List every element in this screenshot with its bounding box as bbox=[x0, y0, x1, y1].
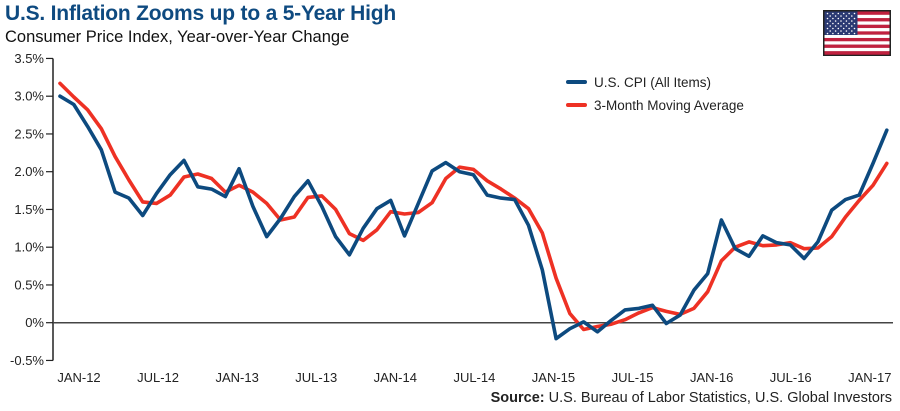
flag-star bbox=[826, 32, 829, 35]
flag-star bbox=[840, 15, 842, 17]
x-tick-label: JAN-14 bbox=[374, 370, 417, 385]
flag-star bbox=[837, 27, 840, 30]
series-line-moving-average bbox=[58, 81, 889, 332]
flag-star bbox=[834, 25, 837, 27]
flag-star bbox=[848, 12, 850, 15]
flag-star bbox=[851, 30, 853, 32]
flag-star bbox=[832, 27, 834, 30]
flag-star bbox=[826, 17, 829, 20]
chart-title: U.S. Inflation Zooms up to a 5-Year High bbox=[5, 2, 397, 25]
flag-star bbox=[834, 20, 837, 22]
flag-star bbox=[848, 17, 850, 20]
flag-star bbox=[829, 30, 831, 32]
x-tick-label: JUL-15 bbox=[612, 370, 654, 385]
flag-star bbox=[840, 30, 842, 32]
x-tick-label: JAN-15 bbox=[532, 370, 575, 385]
flag-star bbox=[829, 25, 831, 27]
flag-star bbox=[832, 32, 834, 35]
flag-star bbox=[829, 20, 831, 22]
x-tick-label: JUL-14 bbox=[453, 370, 495, 385]
flag-stripe bbox=[824, 37, 890, 42]
flag-stripe bbox=[824, 41, 890, 45]
us-flag-icon bbox=[823, 10, 891, 56]
flag-star bbox=[840, 20, 842, 22]
flag-star bbox=[842, 22, 845, 25]
source-label: Source: bbox=[490, 390, 545, 406]
flag-star bbox=[853, 17, 856, 20]
y-tick-label: 0.5% bbox=[14, 277, 44, 292]
flag-stripe bbox=[824, 34, 890, 39]
flag-star bbox=[851, 20, 853, 22]
x-tick-label: JAN-16 bbox=[690, 370, 733, 385]
x-tick-label: JUL-12 bbox=[137, 370, 179, 385]
flag-stripe bbox=[824, 47, 890, 52]
flag-star bbox=[837, 12, 840, 15]
flag-star bbox=[845, 25, 848, 27]
flag-star bbox=[845, 15, 848, 17]
flag-star bbox=[845, 20, 848, 22]
y-tick-label: 0% bbox=[25, 315, 44, 330]
flag-star bbox=[834, 30, 837, 32]
y-tick-label: 1.5% bbox=[14, 202, 44, 217]
flag-star bbox=[853, 32, 856, 35]
y-tick-label: 2.5% bbox=[14, 126, 44, 141]
y-tick-label: 2.0% bbox=[14, 164, 44, 179]
flag-star bbox=[837, 22, 840, 25]
legend-label: 3-Month Moving Average bbox=[594, 98, 744, 113]
legend-label: U.S. CPI (All Items) bbox=[594, 75, 711, 90]
x-tick-label: JUL-16 bbox=[770, 370, 812, 385]
y-tick-label: 3.5% bbox=[14, 51, 44, 66]
flag-star bbox=[826, 12, 829, 15]
x-tick-label: JAN-17 bbox=[848, 370, 891, 385]
flag-star bbox=[832, 12, 834, 15]
y-tick-label: -0.5% bbox=[10, 353, 44, 368]
flag-star bbox=[845, 30, 848, 32]
x-tick-label: JAN-13 bbox=[215, 370, 258, 385]
flag-star bbox=[829, 15, 831, 17]
source-text: U.S. Bureau of Labor Statistics, U.S. Gl… bbox=[548, 390, 892, 406]
flag-star bbox=[834, 15, 837, 17]
flag-star bbox=[842, 12, 845, 15]
chart-subtitle: Consumer Price Index, Year-over-Year Cha… bbox=[5, 28, 350, 46]
flag-star bbox=[848, 27, 850, 30]
flag-star bbox=[851, 25, 853, 27]
flag-star bbox=[851, 15, 853, 17]
flag-star bbox=[837, 17, 840, 20]
x-tick-label: JAN-12 bbox=[57, 370, 100, 385]
flag-star bbox=[848, 22, 850, 25]
flag-star bbox=[826, 27, 829, 30]
source-note: Source: U.S. Bureau of Labor Statistics,… bbox=[491, 390, 892, 406]
flag-star bbox=[853, 27, 856, 30]
series-line-cpi bbox=[58, 94, 889, 341]
y-tick-label: 1.0% bbox=[14, 240, 44, 255]
flag-star bbox=[837, 32, 840, 35]
flag-star bbox=[840, 25, 842, 27]
y-tick-label: 3.0% bbox=[14, 89, 44, 104]
flag-star bbox=[832, 17, 834, 20]
flag-star bbox=[848, 32, 850, 35]
flag-star bbox=[853, 12, 856, 15]
flag-stripe bbox=[824, 44, 890, 49]
flag-star bbox=[853, 22, 856, 25]
flag-star bbox=[832, 22, 834, 25]
flag-star bbox=[842, 32, 845, 35]
flag-star bbox=[842, 17, 845, 20]
flag-stripe bbox=[824, 51, 890, 55]
flag-star bbox=[842, 27, 845, 30]
flag-star bbox=[826, 22, 829, 25]
x-tick-label: JUL-13 bbox=[295, 370, 337, 385]
